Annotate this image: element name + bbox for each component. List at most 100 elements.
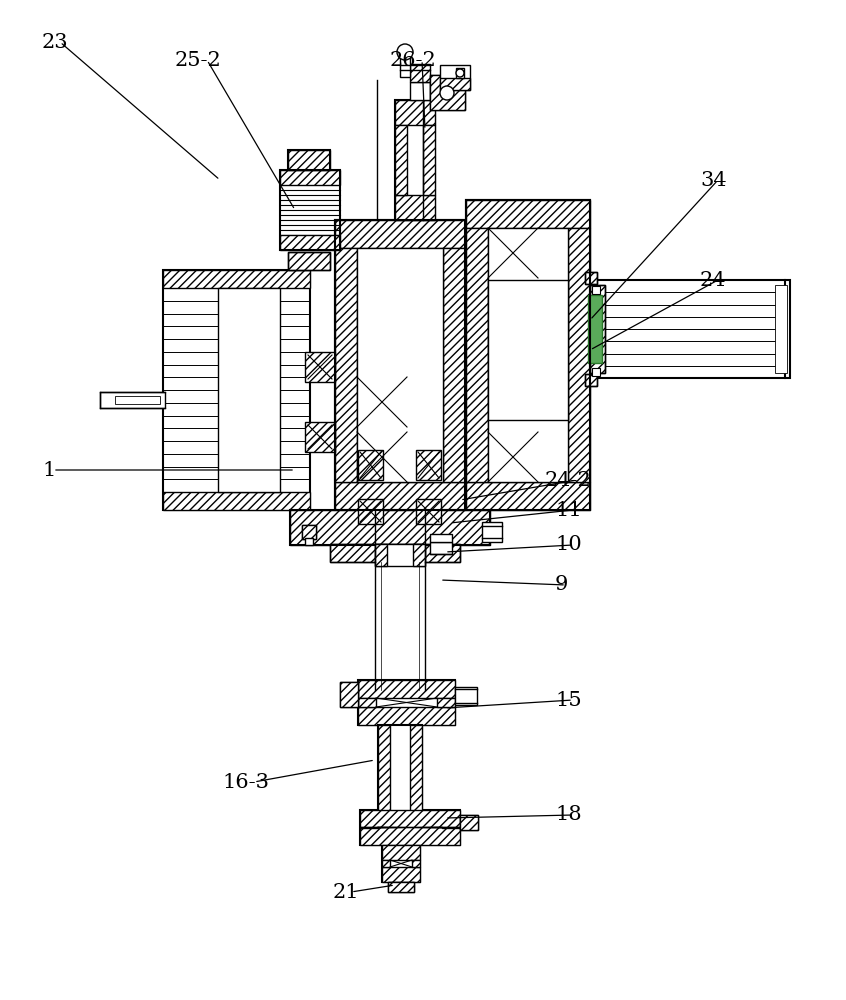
- Bar: [360, 810, 460, 845]
- Bar: [280, 170, 340, 250]
- Bar: [290, 510, 490, 545]
- Bar: [335, 482, 465, 510]
- Bar: [412, 860, 420, 867]
- Bar: [358, 698, 376, 707]
- Circle shape: [440, 86, 454, 100]
- Bar: [395, 100, 435, 125]
- Bar: [460, 815, 478, 830]
- Bar: [590, 285, 605, 373]
- Text: 24-2: 24-2: [545, 471, 591, 489]
- Bar: [423, 125, 435, 195]
- Bar: [466, 482, 590, 510]
- Bar: [115, 396, 160, 404]
- Text: 23: 23: [42, 32, 69, 51]
- Bar: [466, 200, 590, 510]
- Bar: [375, 544, 387, 566]
- Bar: [340, 682, 358, 707]
- Bar: [440, 65, 470, 90]
- Bar: [358, 707, 455, 725]
- Bar: [358, 499, 383, 524]
- Bar: [218, 288, 280, 492]
- Text: 15: 15: [555, 690, 581, 710]
- Bar: [378, 725, 390, 815]
- Bar: [430, 542, 452, 554]
- Bar: [100, 392, 165, 408]
- Bar: [460, 815, 478, 830]
- Text: 21: 21: [333, 882, 360, 902]
- Bar: [358, 680, 455, 698]
- Bar: [163, 270, 310, 288]
- Bar: [590, 280, 790, 378]
- Bar: [592, 368, 600, 376]
- Bar: [288, 252, 330, 270]
- Text: 9: 9: [555, 576, 569, 594]
- Bar: [437, 698, 455, 707]
- Text: 10: 10: [555, 536, 582, 554]
- Bar: [305, 352, 335, 382]
- Bar: [358, 680, 455, 725]
- Text: 1: 1: [42, 460, 55, 480]
- Bar: [335, 248, 357, 482]
- Bar: [410, 82, 430, 100]
- Bar: [395, 100, 435, 220]
- Bar: [430, 75, 465, 110]
- Text: 11: 11: [555, 500, 582, 520]
- Bar: [382, 867, 420, 882]
- Text: 34: 34: [700, 170, 727, 190]
- Text: 26-2: 26-2: [390, 50, 437, 70]
- Bar: [340, 682, 358, 707]
- Bar: [382, 845, 420, 882]
- Bar: [430, 75, 465, 110]
- Bar: [357, 248, 443, 482]
- Bar: [416, 450, 441, 480]
- Bar: [288, 150, 330, 170]
- Bar: [585, 374, 597, 386]
- Bar: [395, 195, 435, 220]
- Bar: [388, 882, 414, 892]
- Bar: [360, 810, 460, 828]
- Bar: [456, 68, 464, 78]
- Bar: [410, 64, 430, 82]
- Bar: [775, 285, 787, 373]
- Bar: [455, 687, 477, 705]
- Bar: [488, 228, 568, 482]
- Bar: [442, 827, 460, 828]
- Bar: [430, 534, 452, 542]
- Bar: [335, 220, 465, 510]
- Bar: [388, 882, 414, 892]
- Bar: [585, 272, 597, 284]
- Bar: [466, 228, 488, 482]
- Text: 18: 18: [555, 806, 581, 824]
- Bar: [163, 492, 310, 510]
- Bar: [400, 52, 410, 77]
- Bar: [358, 450, 383, 480]
- Bar: [335, 220, 465, 510]
- Bar: [360, 827, 378, 828]
- Bar: [305, 538, 313, 545]
- Text: 25-2: 25-2: [175, 50, 222, 70]
- Bar: [280, 170, 340, 185]
- Bar: [482, 522, 502, 542]
- Bar: [395, 125, 407, 195]
- Bar: [585, 374, 597, 386]
- Text: 24: 24: [700, 270, 727, 290]
- Bar: [440, 78, 470, 90]
- Bar: [410, 725, 422, 815]
- Bar: [280, 235, 340, 250]
- Bar: [288, 252, 330, 270]
- Bar: [443, 248, 465, 482]
- Bar: [290, 510, 490, 545]
- Bar: [335, 220, 465, 248]
- Bar: [382, 860, 390, 867]
- Text: 16-3: 16-3: [222, 772, 269, 792]
- Bar: [590, 285, 605, 373]
- Bar: [305, 422, 335, 452]
- Circle shape: [397, 44, 413, 60]
- Bar: [302, 525, 316, 539]
- Bar: [592, 286, 600, 294]
- Circle shape: [456, 69, 464, 77]
- Bar: [588, 295, 602, 363]
- Bar: [163, 270, 310, 510]
- Bar: [416, 499, 441, 524]
- Bar: [360, 827, 460, 845]
